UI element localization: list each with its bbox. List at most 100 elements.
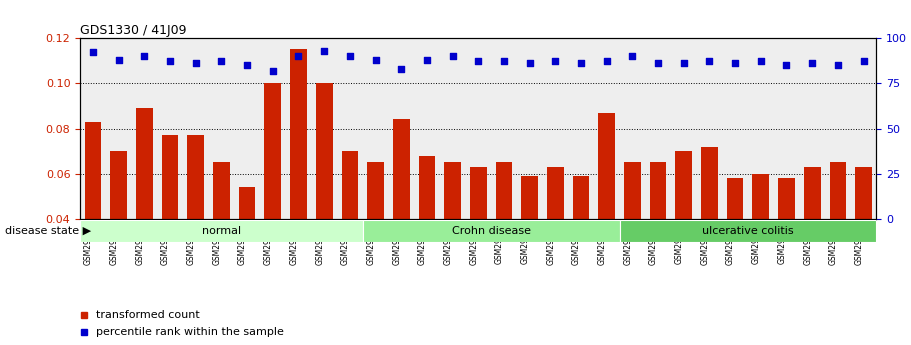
Bar [624, 162, 640, 310]
Point [574, 61, 589, 66]
Point [343, 53, 357, 59]
Text: GSM29596: GSM29596 [109, 223, 118, 265]
Bar [264, 83, 281, 310]
Text: GSM29615: GSM29615 [598, 223, 607, 265]
Text: GSM29625: GSM29625 [855, 223, 864, 265]
Text: GSM29603: GSM29603 [290, 223, 299, 265]
Text: GSM29618: GSM29618 [675, 223, 684, 265]
Point [420, 57, 435, 62]
Text: GSM29612: GSM29612 [521, 223, 529, 265]
Bar [162, 135, 179, 310]
Text: normal: normal [202, 226, 241, 236]
Point [548, 59, 563, 64]
Bar [470, 167, 486, 310]
Point [86, 50, 100, 55]
Text: GSM29605: GSM29605 [341, 223, 350, 265]
Point [317, 48, 332, 53]
Point [214, 59, 229, 64]
Bar [830, 162, 846, 310]
Text: transformed count: transformed count [96, 310, 200, 320]
Point [805, 61, 820, 66]
Text: GSM29606: GSM29606 [366, 223, 375, 265]
Bar [778, 178, 794, 310]
Bar [213, 162, 230, 310]
Bar [547, 167, 564, 310]
Text: GSM29599: GSM29599 [187, 223, 196, 265]
Point [625, 53, 640, 59]
Point [265, 68, 280, 73]
Text: GSM29600: GSM29600 [212, 223, 221, 265]
Text: GSM29614: GSM29614 [572, 223, 581, 265]
Text: GSM29620: GSM29620 [726, 223, 735, 265]
Text: disease state ▶: disease state ▶ [5, 226, 91, 236]
Point [445, 53, 460, 59]
Text: GDS1330 / 41J09: GDS1330 / 41J09 [80, 24, 187, 37]
Text: GSM29597: GSM29597 [136, 223, 144, 265]
Bar [110, 151, 127, 310]
Text: GSM29608: GSM29608 [418, 223, 427, 265]
Text: GSM29621: GSM29621 [752, 223, 761, 265]
Bar [855, 167, 872, 310]
Text: percentile rank within the sample: percentile rank within the sample [96, 327, 284, 337]
Point [189, 61, 203, 66]
Text: GSM29601: GSM29601 [238, 223, 247, 265]
Point [137, 53, 151, 59]
Point [471, 59, 486, 64]
Bar [521, 176, 538, 310]
Point [292, 53, 306, 59]
Point [111, 57, 126, 62]
Point [753, 59, 768, 64]
Point [240, 62, 254, 68]
Bar [496, 162, 512, 310]
Bar [80, 220, 363, 242]
Text: GSM29617: GSM29617 [649, 223, 658, 265]
Text: GSM29613: GSM29613 [547, 223, 556, 265]
Bar [393, 119, 410, 310]
Text: GSM29619: GSM29619 [701, 223, 710, 265]
Bar [804, 167, 821, 310]
Bar [675, 151, 692, 310]
Point [522, 61, 537, 66]
Point [599, 59, 614, 64]
Text: GSM29611: GSM29611 [495, 223, 504, 265]
Text: GSM29610: GSM29610 [469, 223, 478, 265]
Text: GSM29622: GSM29622 [777, 223, 786, 265]
Text: GSM29623: GSM29623 [804, 223, 813, 265]
Point [677, 61, 691, 66]
Text: GSM29604: GSM29604 [315, 223, 324, 265]
Text: Crohn disease: Crohn disease [452, 226, 530, 236]
Bar [290, 49, 307, 310]
Bar [650, 162, 667, 310]
Point [496, 59, 511, 64]
Point [368, 57, 383, 62]
Bar [573, 176, 589, 310]
Bar [599, 113, 615, 310]
Point [831, 62, 845, 68]
Bar [316, 83, 333, 310]
Text: GSM29616: GSM29616 [623, 223, 632, 265]
Bar [752, 174, 769, 310]
Point [856, 59, 871, 64]
Text: ulcerative colitis: ulcerative colitis [702, 226, 793, 236]
Text: GSM29624: GSM29624 [829, 223, 838, 265]
Bar [367, 162, 384, 310]
Bar [363, 220, 619, 242]
Bar [445, 162, 461, 310]
Text: GSM29607: GSM29607 [393, 223, 401, 265]
Bar [619, 220, 876, 242]
Bar [418, 156, 435, 310]
Text: GSM29609: GSM29609 [444, 223, 453, 265]
Point [702, 59, 717, 64]
Point [650, 61, 665, 66]
Bar [727, 178, 743, 310]
Bar [136, 108, 153, 310]
Bar [85, 122, 101, 310]
Point [394, 66, 408, 71]
Text: GSM29602: GSM29602 [264, 223, 272, 265]
Point [163, 59, 178, 64]
Text: GSM29598: GSM29598 [161, 223, 170, 265]
Bar [188, 135, 204, 310]
Point [779, 62, 793, 68]
Text: GSM29595: GSM29595 [84, 223, 93, 265]
Bar [239, 187, 255, 310]
